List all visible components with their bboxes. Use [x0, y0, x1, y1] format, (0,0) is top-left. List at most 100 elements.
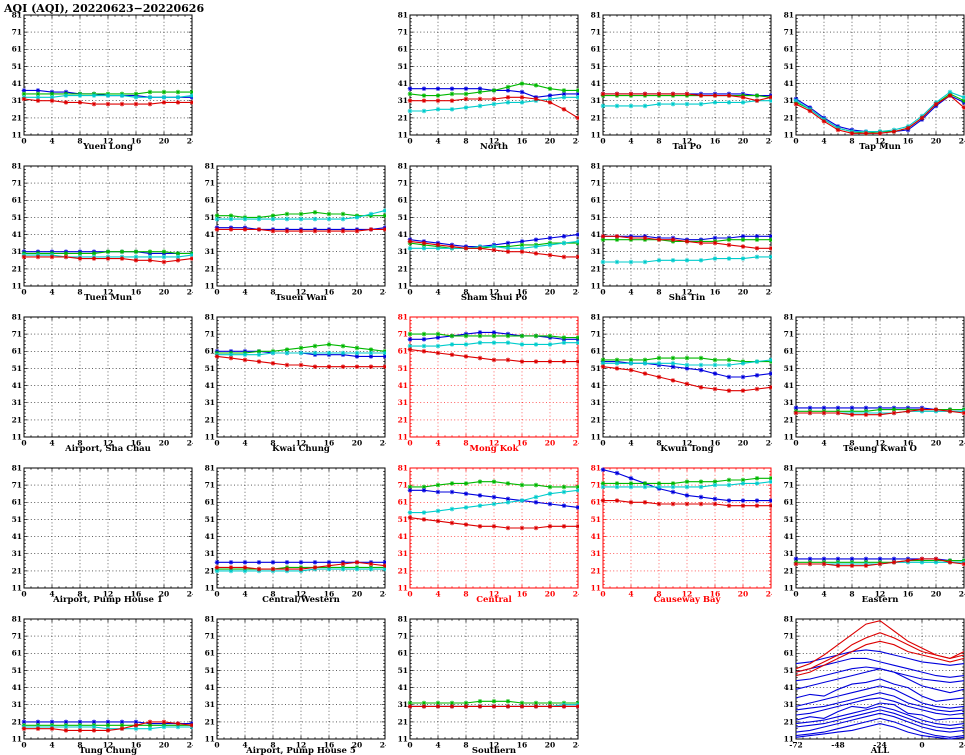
svg-text:51: 51	[205, 515, 215, 524]
chart-tseung-kwan-o: 11 21 31 41 51 61 71 81 0 4 8 12 16 20 24 Tseung Kwan O	[772, 312, 965, 455]
svg-text:61: 61	[205, 196, 215, 205]
svg-text:81: 81	[12, 464, 22, 472]
chart-sham-shui-po: 11 21 31 41 51 61 71 81 0 4 8 12 16 20 24 Sham Shui Po	[386, 161, 584, 304]
svg-text:16: 16	[710, 288, 720, 297]
svg-text:31: 31	[205, 398, 215, 407]
svg-text:16: 16	[517, 439, 527, 448]
svg-text:Airport, Pump House 1: Airport, Pump House 1	[52, 595, 163, 605]
svg-text:Kwun Tong: Kwun Tong	[660, 444, 713, 454]
svg-text:71: 71	[398, 28, 408, 37]
svg-text:71: 71	[784, 481, 794, 490]
svg-text:51: 51	[205, 213, 215, 222]
svg-text:31: 31	[12, 247, 22, 256]
svg-text:0: 0	[407, 439, 412, 448]
svg-text:4: 4	[435, 741, 440, 750]
svg-text:11: 11	[398, 432, 408, 441]
svg-text:41: 41	[12, 532, 22, 541]
svg-text:31: 31	[398, 700, 408, 709]
svg-text:20: 20	[545, 741, 555, 750]
svg-text:81: 81	[205, 162, 215, 170]
svg-text:16: 16	[903, 439, 913, 448]
svg-text:61: 61	[205, 649, 215, 658]
svg-text:21: 21	[205, 566, 215, 575]
svg-text:21: 21	[591, 113, 601, 122]
svg-text:31: 31	[398, 247, 408, 256]
svg-text:61: 61	[784, 347, 794, 356]
svg-text:20: 20	[931, 439, 941, 448]
svg-text:0: 0	[600, 137, 605, 146]
svg-text:16: 16	[324, 288, 334, 297]
svg-text:Airport, Sha Chau: Airport, Sha Chau	[64, 444, 151, 454]
svg-text:11: 11	[398, 281, 408, 290]
svg-text:24: 24	[573, 439, 579, 448]
svg-text:51: 51	[398, 213, 408, 222]
svg-text:51: 51	[205, 364, 215, 373]
svg-text:51: 51	[591, 213, 601, 222]
svg-text:20: 20	[738, 137, 748, 146]
svg-text:24: 24	[187, 288, 193, 297]
svg-text:21: 21	[398, 566, 408, 575]
svg-text:71: 71	[12, 330, 22, 339]
svg-text:8: 8	[656, 137, 661, 146]
svg-text:21: 21	[12, 264, 22, 273]
svg-text:12: 12	[103, 288, 113, 297]
svg-text:24: 24	[187, 137, 193, 146]
svg-text:41: 41	[398, 230, 408, 239]
svg-text:16: 16	[324, 741, 334, 750]
svg-text:16: 16	[131, 137, 141, 146]
svg-text:21: 21	[12, 566, 22, 575]
svg-text:12: 12	[489, 137, 499, 146]
svg-text:12: 12	[682, 439, 692, 448]
svg-text:20: 20	[545, 288, 555, 297]
svg-text:8: 8	[270, 288, 275, 297]
svg-text:0: 0	[214, 288, 219, 297]
svg-text:4: 4	[435, 439, 440, 448]
svg-text:11: 11	[205, 734, 215, 743]
svg-text:71: 71	[12, 28, 22, 37]
chart-airport-pump-house-5: 11 21 31 41 51 61 71 81 0 4 8 12 16 20 24 Airport, Pump…	[193, 614, 391, 755]
svg-text:North: North	[480, 142, 508, 152]
svg-text:20: 20	[352, 590, 362, 599]
svg-text:8: 8	[270, 741, 275, 750]
svg-text:21: 21	[591, 415, 601, 424]
svg-text:4: 4	[242, 590, 247, 599]
svg-text:71: 71	[398, 330, 408, 339]
svg-text:24: 24	[573, 590, 579, 599]
svg-text:51: 51	[784, 666, 794, 675]
svg-text:71: 71	[205, 179, 215, 188]
svg-text:4: 4	[242, 288, 247, 297]
svg-text:11: 11	[784, 734, 794, 743]
svg-text:51: 51	[591, 515, 601, 524]
svg-text:61: 61	[591, 498, 601, 507]
svg-text:81: 81	[591, 162, 601, 170]
svg-text:11: 11	[12, 734, 22, 743]
svg-text:Tsuen Wan: Tsuen Wan	[275, 293, 327, 303]
svg-text:81: 81	[12, 162, 22, 170]
svg-text:0: 0	[407, 288, 412, 297]
svg-text:24: 24	[187, 590, 193, 599]
svg-text:31: 31	[784, 398, 794, 407]
svg-text:51: 51	[398, 515, 408, 524]
chart-central-western: 11 21 31 41 51 61 71 81 0 4 8 12 16 20 24 Central/Weste…	[193, 463, 391, 606]
chart-central: 11 21 31 41 51 61 71 81 0 4 8 12 16 20 24 Central	[386, 463, 584, 606]
svg-text:51: 51	[784, 515, 794, 524]
svg-text:61: 61	[591, 196, 601, 205]
svg-text:12: 12	[103, 590, 113, 599]
svg-text:12: 12	[682, 288, 692, 297]
svg-text:71: 71	[205, 481, 215, 490]
svg-text:24: 24	[766, 288, 772, 297]
svg-text:12: 12	[489, 288, 499, 297]
svg-text:20: 20	[159, 741, 169, 750]
svg-text:51: 51	[784, 62, 794, 71]
svg-text:51: 51	[205, 666, 215, 675]
svg-text:8: 8	[656, 288, 661, 297]
svg-text:11: 11	[591, 432, 601, 441]
svg-text:16: 16	[517, 137, 527, 146]
chart-sha-tin: 11 21 31 41 51 61 71 81 0 4 8 12 16 20 24 Sha Tin	[579, 161, 777, 304]
svg-text:8: 8	[849, 439, 854, 448]
svg-text:4: 4	[49, 590, 54, 599]
svg-text:16: 16	[710, 590, 720, 599]
svg-text:24: 24	[959, 439, 965, 448]
svg-text:71: 71	[591, 28, 601, 37]
chart-southern: 11 21 31 41 51 61 71 81 0 4 8 12 16 20 24 Southern	[386, 614, 584, 755]
